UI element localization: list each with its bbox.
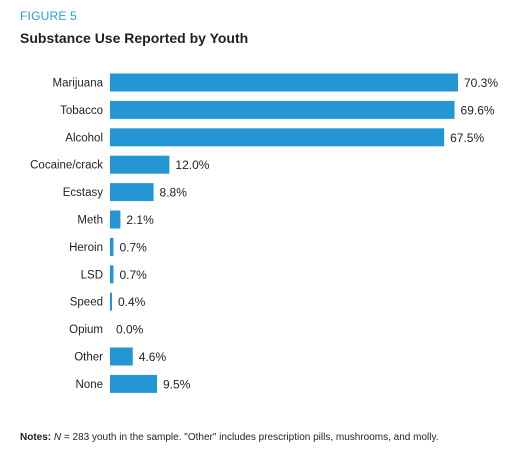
value-label-lsd: 0.7% bbox=[119, 268, 147, 282]
category-label-lsd: LSD bbox=[81, 269, 103, 281]
bar-speed bbox=[110, 292, 112, 311]
value-label-other: 4.6% bbox=[139, 350, 167, 364]
chart-notes: Notes: N = 283 youth in the sample. "Oth… bbox=[20, 432, 439, 443]
bar-other bbox=[110, 347, 133, 366]
bar-cocaine-crack bbox=[110, 155, 170, 174]
bar-tobacco bbox=[110, 100, 455, 119]
bar-heroin bbox=[110, 237, 114, 256]
category-label-alcohol: Alcohol bbox=[65, 132, 103, 144]
notes-n-symbol: N bbox=[53, 432, 62, 443]
category-label-heroin: Heroin bbox=[69, 242, 103, 254]
value-label-marijuana: 70.3% bbox=[464, 76, 498, 90]
bar-ecstasy bbox=[110, 183, 154, 202]
category-label-tobacco: Tobacco bbox=[60, 105, 103, 117]
value-label-alcohol: 67.5% bbox=[450, 131, 484, 145]
bar-none bbox=[110, 374, 158, 393]
category-label-speed: Speed bbox=[70, 297, 103, 309]
category-label-meth: Meth bbox=[77, 215, 103, 227]
chart-title: Substance Use Reported by Youth bbox=[20, 30, 249, 46]
notes-text: = 283 youth in the sample. "Other" inclu… bbox=[61, 432, 439, 443]
bar-chart: Marijuana 70.3% Tobacco 69.6% Alcohol 67.5% Co… bbox=[30, 73, 498, 393]
figure-label: FIGURE 5 bbox=[20, 9, 77, 23]
category-label-none: None bbox=[76, 379, 104, 391]
category-label-ecstasy: Ecstasy bbox=[63, 187, 104, 199]
value-label-opium: 0.0% bbox=[116, 323, 144, 337]
value-label-speed: 0.4% bbox=[118, 295, 146, 309]
category-label-opium: Opium bbox=[69, 324, 103, 336]
bar-meth bbox=[110, 210, 121, 229]
notes-lead: Notes: bbox=[20, 432, 52, 443]
value-label-meth: 2.1% bbox=[126, 213, 154, 227]
value-label-none: 9.5% bbox=[163, 377, 191, 391]
value-label-tobacco: 69.6% bbox=[461, 103, 495, 117]
value-label-ecstasy: 8.8% bbox=[160, 186, 188, 200]
bar-alcohol bbox=[110, 128, 445, 147]
value-label-heroin: 0.7% bbox=[119, 240, 147, 254]
category-label-cocaine-crack: Cocaine/crack bbox=[30, 160, 103, 172]
bar-marijuana bbox=[110, 73, 458, 92]
value-label-cocaine-crack: 12.0% bbox=[175, 158, 209, 172]
category-label-marijuana: Marijuana bbox=[53, 78, 104, 90]
category-label-other: Other bbox=[74, 352, 103, 364]
bar-lsd bbox=[110, 265, 114, 284]
